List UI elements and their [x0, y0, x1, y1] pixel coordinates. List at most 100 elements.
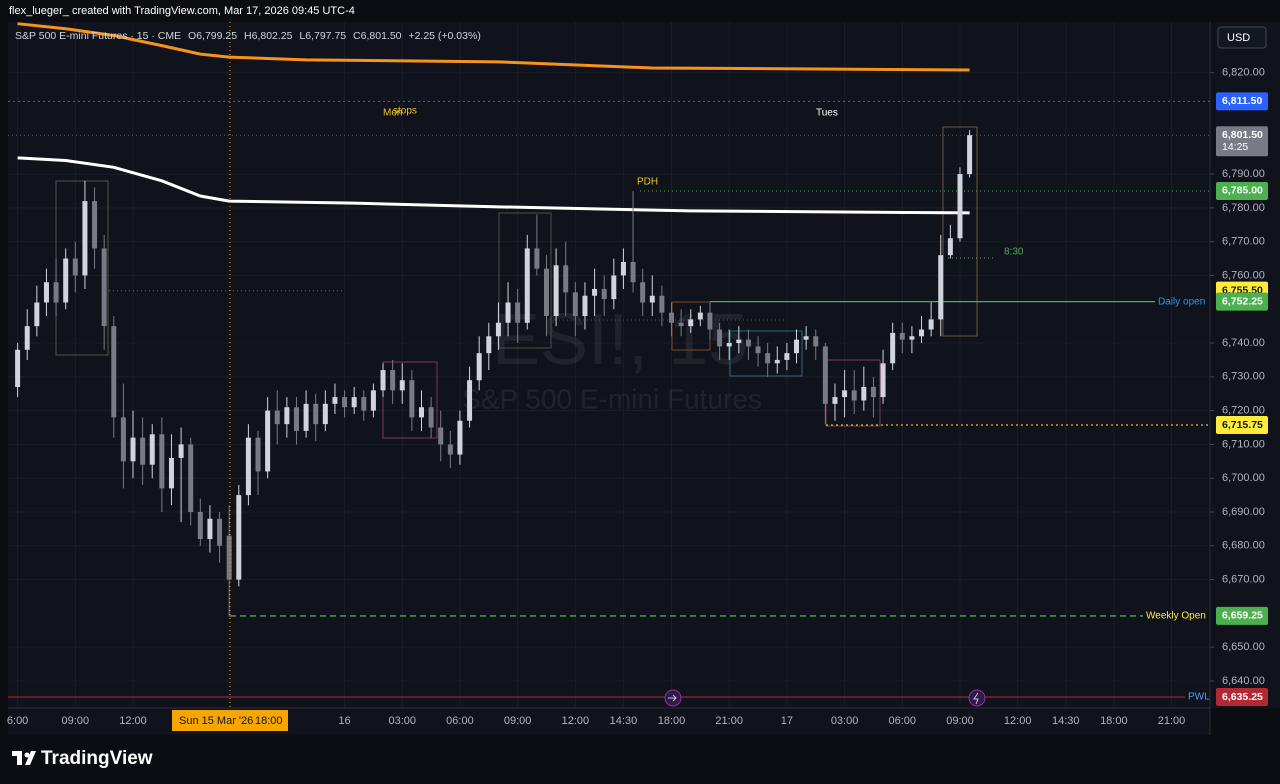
- candle-body: [370, 390, 376, 411]
- candle-body: [390, 370, 396, 391]
- x-tick-label: 14:30: [1052, 715, 1080, 727]
- zone-box: [382, 361, 438, 439]
- candle-body: [890, 332, 896, 364]
- candle-body: [601, 288, 607, 300]
- moving-average: [17, 156, 970, 215]
- crosshair-label: [172, 710, 288, 731]
- candle-body: [140, 437, 146, 465]
- candle-body: [572, 292, 578, 316]
- annotation: stops: [393, 106, 417, 117]
- ohlc-close: C6,801.50: [353, 30, 402, 42]
- y-tick-label: 6,740.00: [1222, 337, 1265, 349]
- candle-body: [947, 238, 953, 256]
- candle-body: [726, 343, 732, 347]
- crosshair-date: Sun 15 Mar '26: [179, 715, 253, 727]
- candle-body: [265, 410, 271, 472]
- footer-logo: TradingView: [12, 748, 153, 769]
- x-tick-label: 12:00: [562, 715, 590, 727]
- level-name: Weekly Open: [1146, 611, 1206, 622]
- currency[interactable]: USD: [1227, 32, 1250, 44]
- x-tick-label: 17: [781, 715, 793, 727]
- x-tick-label: 16: [338, 715, 350, 727]
- candle-body: [332, 397, 338, 404]
- candle-body: [592, 288, 598, 296]
- candle-body: [736, 339, 742, 344]
- candle-body: [351, 397, 357, 408]
- candle-body: [919, 329, 925, 337]
- candle-body: [236, 495, 242, 580]
- x-tick-label: 21:00: [715, 715, 743, 727]
- watermark-ticker: ESI!, 15: [492, 300, 748, 380]
- candle-body: [149, 434, 155, 465]
- y-tick-label: 6,790.00: [1222, 168, 1265, 180]
- x-tick-label: 03:00: [388, 715, 416, 727]
- event-icon-glyph: [973, 692, 979, 705]
- candle-body: [563, 265, 569, 293]
- y-tick-label: 6,760.00: [1222, 269, 1265, 281]
- countdown: 14:25: [1222, 141, 1248, 153]
- zone-box: [498, 212, 552, 349]
- price-label: [1216, 292, 1268, 311]
- candle-body: [688, 319, 694, 327]
- candle-body: [967, 135, 973, 175]
- candle-body: [669, 312, 675, 323]
- moving-averages: [17, 22, 970, 215]
- plot-area: [8, 22, 1210, 708]
- candle-body: [697, 312, 703, 320]
- price-label-text: 6,715.75: [1222, 419, 1263, 431]
- candle-body: [438, 427, 444, 445]
- candle-body: [53, 282, 59, 303]
- candle-body: [418, 407, 424, 418]
- price-label-text: 6,659.25: [1222, 610, 1263, 622]
- candle-body: [505, 302, 511, 323]
- bottom-icons: [664, 689, 986, 707]
- candle-body: [899, 332, 905, 340]
- candle-body: [63, 258, 69, 303]
- candle-body: [447, 444, 453, 455]
- x-tick-label: 09:00: [62, 715, 90, 727]
- candle-body: [72, 258, 78, 276]
- candle-body: [640, 282, 646, 303]
- symbol: S&P 500 E-mini Futures · 15 · CME: [15, 30, 181, 42]
- candle-body: [582, 295, 588, 316]
- candle-body: [207, 518, 213, 540]
- candle-body: [457, 420, 463, 455]
- candle-body: [226, 535, 232, 580]
- annotation: Tues: [816, 108, 838, 119]
- candle-body: [794, 339, 800, 354]
- candle-body: [620, 261, 626, 276]
- candle-body: [361, 397, 367, 411]
- candle-body: [957, 174, 963, 239]
- candle-body: [630, 261, 636, 283]
- x-tick-label: 12:00: [1004, 715, 1032, 727]
- candle-body: [120, 417, 126, 462]
- candle-body: [274, 410, 280, 425]
- logo-mark: [12, 751, 36, 765]
- candle-body: [755, 346, 761, 354]
- x-tick-label: 09:00: [946, 715, 974, 727]
- x-tick-label: 18:00: [1100, 715, 1128, 727]
- currency-button[interactable]: [1217, 26, 1267, 49]
- candle-body: [486, 336, 492, 354]
- candle-body: [293, 407, 299, 431]
- watermark-name: S&P 500 E-mini Futures: [462, 383, 762, 414]
- candle-body: [111, 326, 117, 418]
- ohlc-high: H6,802.25: [244, 30, 293, 42]
- candle-body: [822, 346, 828, 404]
- candle-body: [188, 444, 194, 512]
- candle-body: [409, 380, 415, 418]
- candle-body: [553, 265, 559, 316]
- level-name: PWL: [1188, 692, 1210, 703]
- ohlc-change: +2.25 (+0.03%): [408, 30, 480, 42]
- candle-body: [495, 322, 501, 337]
- x-tick-label: 21:00: [1158, 715, 1186, 727]
- candle-body: [322, 403, 328, 425]
- candle-body: [130, 437, 136, 462]
- zone-box: [942, 126, 978, 337]
- event-icon[interactable]: [968, 689, 986, 707]
- y-tick-label: 6,690.00: [1222, 506, 1265, 518]
- candle-body: [467, 380, 473, 421]
- candle-body: [851, 390, 857, 401]
- candle-body: [399, 380, 405, 391]
